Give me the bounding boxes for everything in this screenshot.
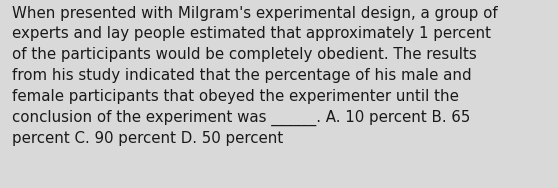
Text: When presented with Milgram's experimental design, a group of
experts and lay pe: When presented with Milgram's experiment… (12, 6, 498, 146)
